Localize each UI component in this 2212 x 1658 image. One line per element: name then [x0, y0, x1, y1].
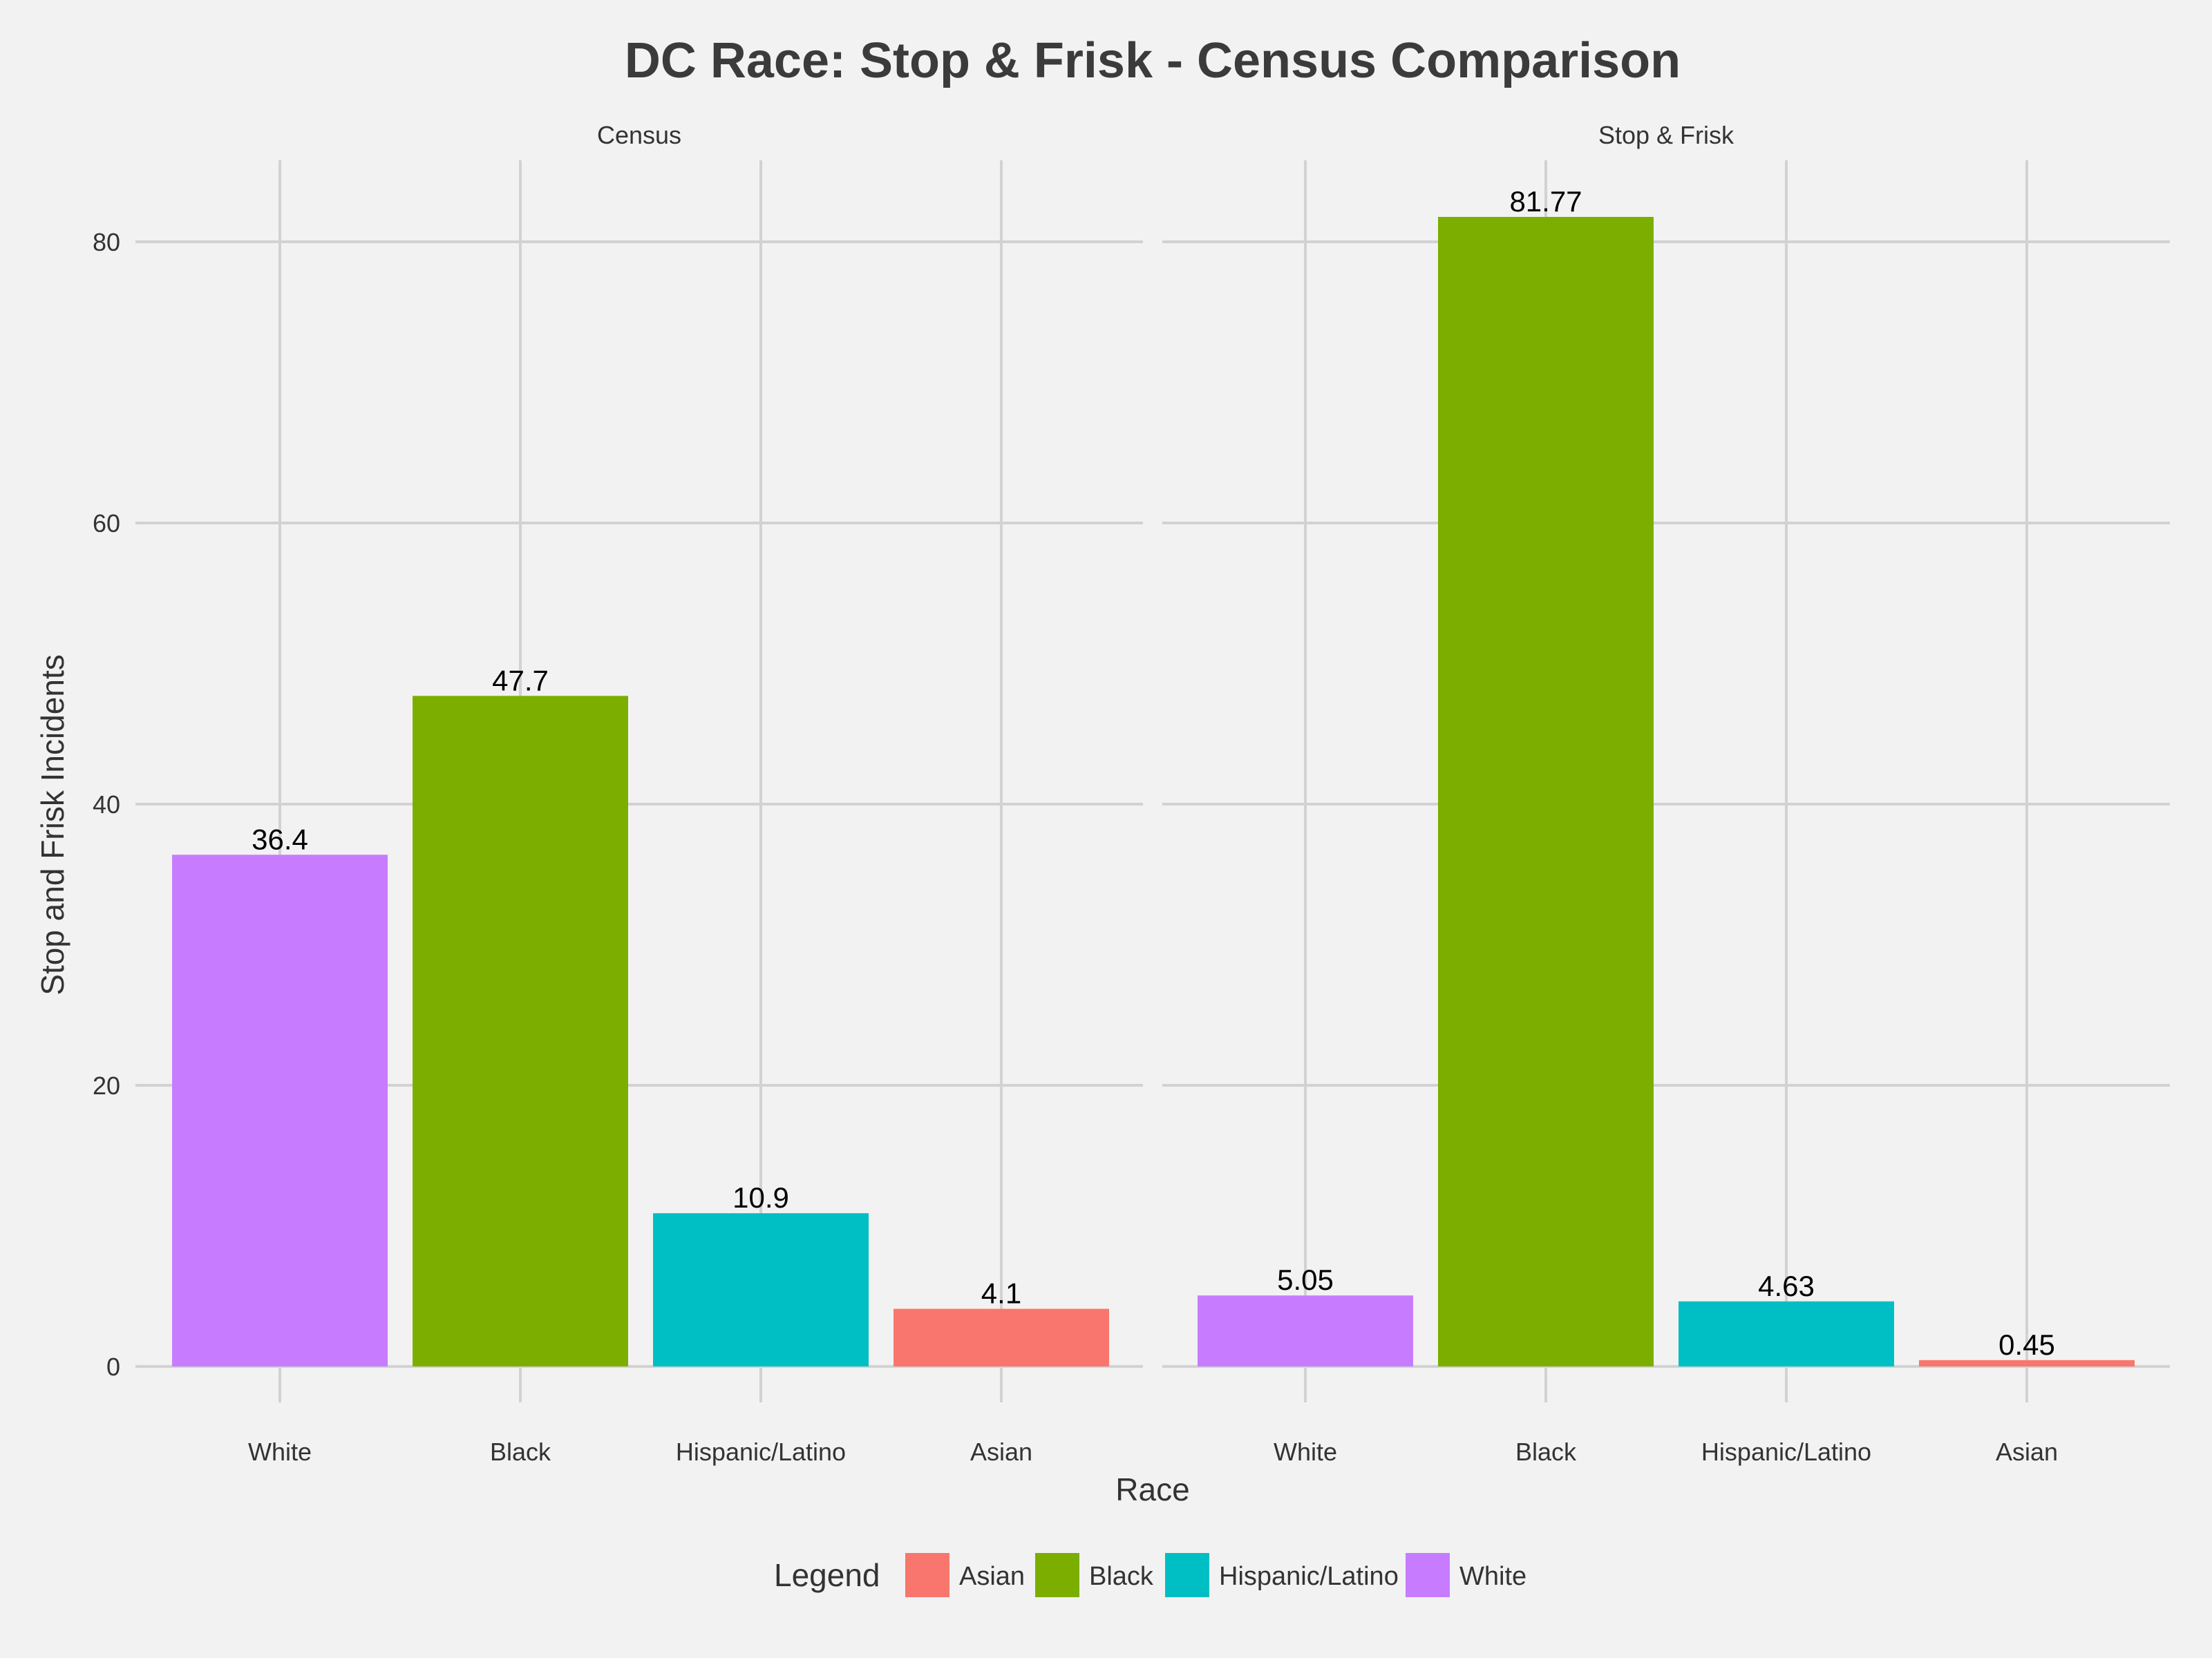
- x-axis-title: Race: [1115, 1471, 1189, 1507]
- y-tick-label-60: 60: [93, 509, 120, 537]
- plot-area: Census 36.4 White 47.7 Black 10.9 Hispanic/Lat…: [93, 121, 2170, 1466]
- chart-title: DC Race: Stop & Frisk - Census Compariso…: [625, 33, 1681, 88]
- x-tick-label-census-black: Black: [490, 1438, 551, 1466]
- legend-title: Legend: [774, 1557, 880, 1593]
- legend: Legend Asian Black Hispanic/Latino White: [774, 1553, 1526, 1597]
- x-tick-label-stop-frisk-asian: Asian: [1996, 1438, 2058, 1466]
- data-label-stop-frisk-black: 81.77: [1509, 185, 1582, 218]
- x-tick-label-census-white: White: [248, 1438, 312, 1466]
- bar-census-black: [413, 696, 628, 1366]
- y-tick-label-0: 0: [106, 1353, 120, 1381]
- data-label-stop-frisk-white: 5.05: [1277, 1264, 1334, 1296]
- x-tick-label-census-hispanic-latino: Hispanic/Latino: [676, 1438, 846, 1466]
- y-axis-title: Stop and Frisk Incidents: [35, 654, 70, 995]
- bar-stop-frisk-white: [1198, 1295, 1413, 1366]
- data-label-census-black: 47.7: [492, 664, 549, 696]
- bar-census-white: [172, 855, 388, 1366]
- bar-census-asian: [894, 1308, 1109, 1366]
- legend-key-white: [1406, 1553, 1450, 1597]
- x-tick-label-stop-frisk-black: Black: [1515, 1438, 1577, 1466]
- y-tick-label-40: 40: [93, 790, 120, 819]
- bar-stop-frisk-asian: [1919, 1360, 2135, 1366]
- x-tick-label-stop-frisk-hispanic-latino: Hispanic/Latino: [1701, 1438, 1871, 1466]
- y-tick-label-20: 20: [93, 1071, 120, 1100]
- data-label-census-asian: 4.1: [981, 1277, 1021, 1310]
- legend-key-asian: [905, 1553, 949, 1597]
- data-label-stop-frisk-hispanic-latino: 4.63: [1758, 1270, 1815, 1302]
- bar-stop-frisk-black: [1438, 216, 1654, 1367]
- legend-key-hispanic-latino: [1165, 1553, 1209, 1597]
- bar-stop-frisk-hispanic-latino: [1679, 1301, 1894, 1366]
- y-tick-label-80: 80: [93, 228, 120, 256]
- legend-key-black: [1035, 1553, 1079, 1597]
- data-label-census-hispanic-latino: 10.9: [732, 1181, 789, 1214]
- data-label-stop-frisk-asian: 0.45: [1998, 1328, 2055, 1361]
- legend-label-white: White: [1459, 1562, 1526, 1591]
- legend-label-black: Black: [1089, 1562, 1154, 1591]
- legend-label-asian: Asian: [959, 1562, 1025, 1591]
- data-label-census-white: 36.4: [252, 823, 308, 855]
- facet-label-stop-frisk: Stop & Frisk: [1598, 121, 1734, 149]
- x-tick-label-stop-frisk-white: White: [1274, 1438, 1337, 1466]
- legend-label-hispanic-latino: Hispanic/Latino: [1219, 1562, 1399, 1591]
- bar-census-hispanic-latino: [653, 1213, 869, 1366]
- x-tick-label-census-asian: Asian: [970, 1438, 1032, 1466]
- facet-label-census: Census: [597, 121, 681, 149]
